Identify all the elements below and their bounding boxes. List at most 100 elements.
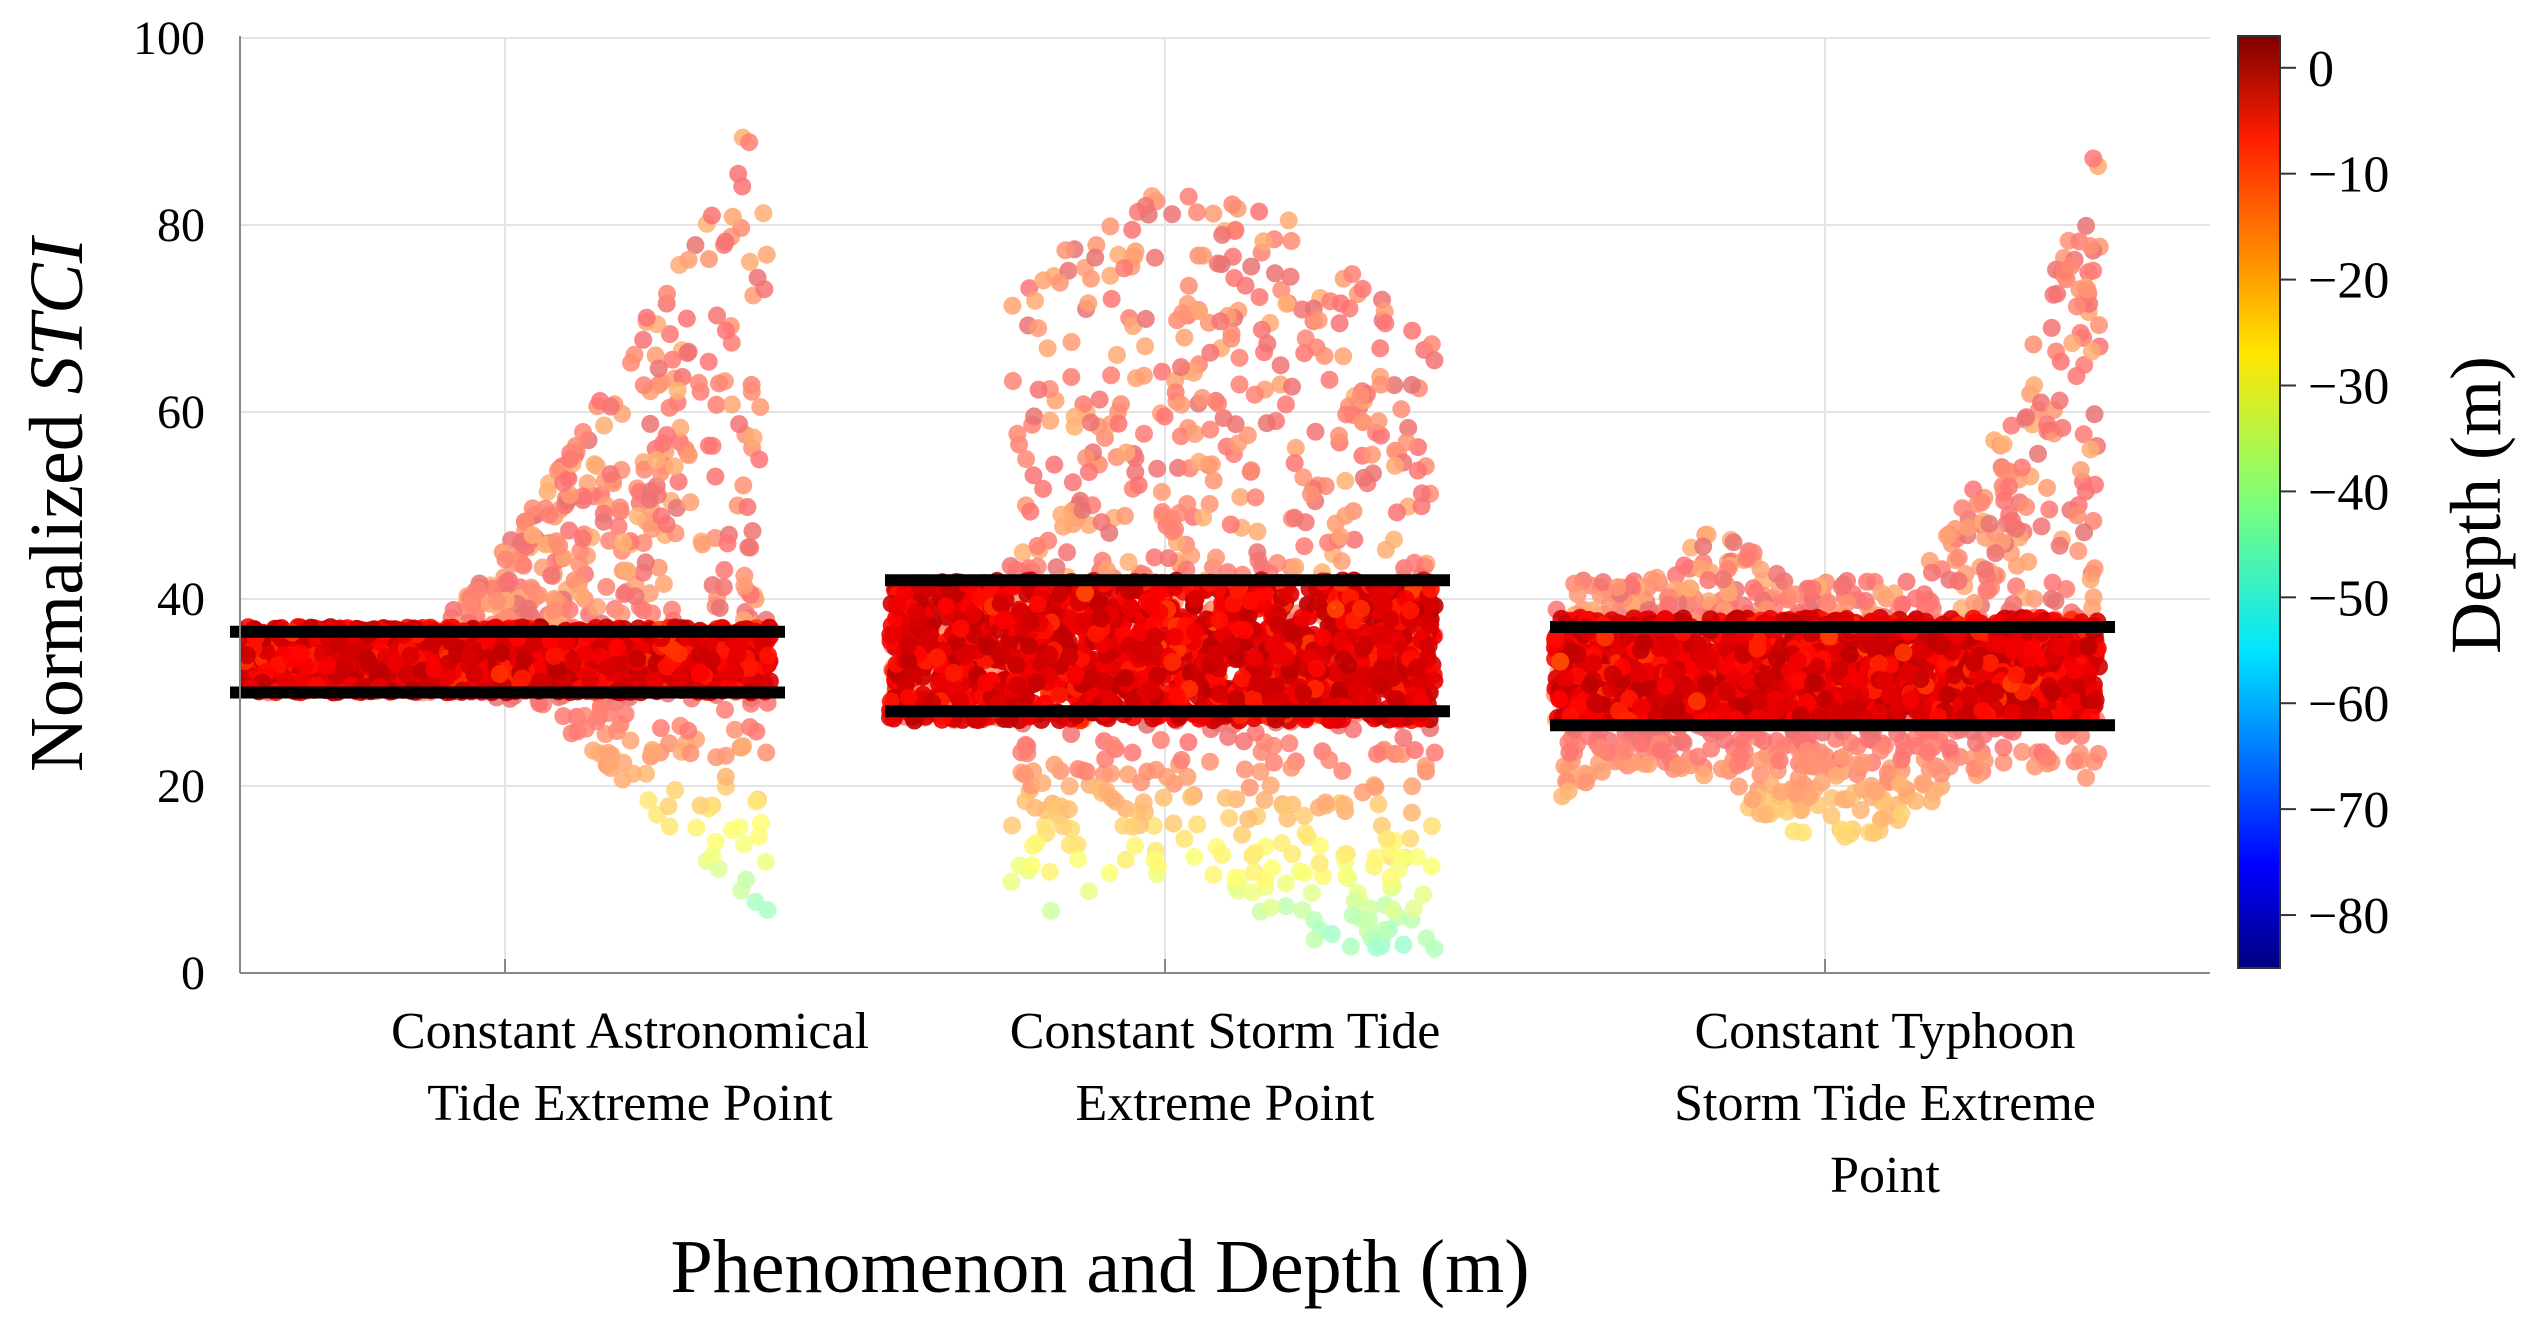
data-point bbox=[1065, 417, 1084, 436]
data-point bbox=[1245, 863, 1264, 881]
data-point bbox=[1117, 443, 1136, 462]
data-point bbox=[1276, 648, 1295, 667]
data-point bbox=[1281, 585, 1300, 604]
data-point bbox=[748, 268, 767, 287]
data-point bbox=[1167, 687, 1186, 706]
data-point bbox=[291, 644, 310, 663]
data-point bbox=[1236, 276, 1255, 295]
data-point bbox=[1293, 901, 1312, 920]
data-point bbox=[689, 373, 708, 392]
data-point bbox=[1257, 414, 1276, 433]
data-point bbox=[660, 817, 679, 836]
data-point bbox=[1402, 803, 1421, 822]
data-point bbox=[715, 561, 734, 579]
data-point bbox=[1295, 806, 1314, 825]
data-point bbox=[628, 507, 647, 526]
data-point bbox=[1123, 743, 1142, 762]
data-point bbox=[1283, 377, 1301, 396]
scatter-points bbox=[240, 128, 2109, 958]
data-point bbox=[573, 529, 592, 548]
data-point bbox=[1276, 874, 1295, 893]
data-point bbox=[1381, 868, 1400, 887]
data-point bbox=[628, 649, 647, 668]
data-point bbox=[937, 597, 955, 616]
data-point bbox=[1155, 407, 1174, 426]
data-point bbox=[1397, 433, 1416, 451]
data-point bbox=[1193, 389, 1212, 407]
data-point bbox=[715, 235, 734, 254]
data-point bbox=[928, 648, 947, 667]
data-point bbox=[749, 827, 768, 846]
data-point bbox=[1330, 426, 1348, 445]
data-point bbox=[496, 550, 515, 569]
data-point bbox=[637, 308, 656, 327]
data-point bbox=[469, 581, 488, 599]
data-point bbox=[1271, 356, 1290, 375]
data-point bbox=[641, 414, 660, 433]
data-point bbox=[1408, 658, 1427, 677]
data-point bbox=[1226, 415, 1245, 434]
data-point bbox=[976, 674, 995, 692]
data-point bbox=[1163, 522, 1182, 541]
data-point bbox=[547, 532, 566, 551]
data-point bbox=[978, 637, 997, 656]
data-point bbox=[759, 646, 778, 665]
data-point bbox=[1126, 836, 1145, 855]
data-point bbox=[1313, 628, 1332, 647]
data-point bbox=[1148, 856, 1167, 875]
data-point bbox=[1172, 395, 1191, 414]
data-point bbox=[1027, 833, 1046, 852]
data-point bbox=[677, 309, 696, 328]
data-point bbox=[1190, 302, 1209, 321]
data-point bbox=[679, 446, 698, 465]
data-point bbox=[607, 722, 626, 740]
data-point bbox=[635, 460, 654, 479]
data-point bbox=[1422, 335, 1441, 354]
data-point bbox=[1212, 255, 1231, 274]
data-point bbox=[1294, 468, 1313, 487]
data-point bbox=[686, 236, 705, 255]
data-point bbox=[540, 505, 559, 524]
data-point bbox=[1115, 259, 1134, 278]
data-point bbox=[1401, 601, 1420, 620]
data-point bbox=[609, 517, 628, 536]
data-point bbox=[1042, 901, 1060, 920]
data-point bbox=[714, 578, 733, 597]
data-point bbox=[1121, 598, 1140, 617]
data-point bbox=[1245, 649, 1264, 668]
data-point bbox=[1069, 760, 1088, 779]
data-point bbox=[1277, 294, 1296, 313]
data-point bbox=[1026, 291, 1045, 310]
data-point bbox=[1216, 788, 1235, 807]
data-point bbox=[1422, 857, 1441, 876]
data-point bbox=[1109, 414, 1128, 433]
data-point bbox=[1136, 309, 1155, 328]
data-point bbox=[708, 306, 726, 325]
data-point bbox=[1026, 798, 1044, 817]
data-point bbox=[1076, 584, 1094, 602]
data-point bbox=[991, 594, 1010, 613]
data-point bbox=[1405, 741, 1424, 760]
data-point bbox=[1102, 764, 1121, 783]
data-point bbox=[1207, 645, 1226, 664]
data-point bbox=[1028, 595, 1047, 614]
data-point bbox=[1080, 882, 1099, 901]
data-point bbox=[1301, 485, 1320, 504]
data-point bbox=[1029, 319, 1048, 338]
data-point bbox=[1056, 241, 1075, 260]
data-point bbox=[1245, 844, 1264, 862]
data-point bbox=[594, 512, 613, 531]
data-point bbox=[1306, 422, 1325, 441]
data-point bbox=[1185, 425, 1204, 443]
data-point bbox=[1175, 829, 1194, 848]
data-point bbox=[1068, 850, 1087, 869]
data-point bbox=[1054, 817, 1072, 836]
data-point bbox=[1375, 921, 1393, 940]
data-point bbox=[1126, 242, 1145, 261]
data-point bbox=[1102, 789, 1121, 808]
data-point bbox=[574, 423, 592, 441]
data-point bbox=[649, 359, 668, 378]
data-point bbox=[1295, 344, 1314, 363]
data-point bbox=[1102, 366, 1121, 385]
data-point bbox=[1052, 505, 1071, 524]
